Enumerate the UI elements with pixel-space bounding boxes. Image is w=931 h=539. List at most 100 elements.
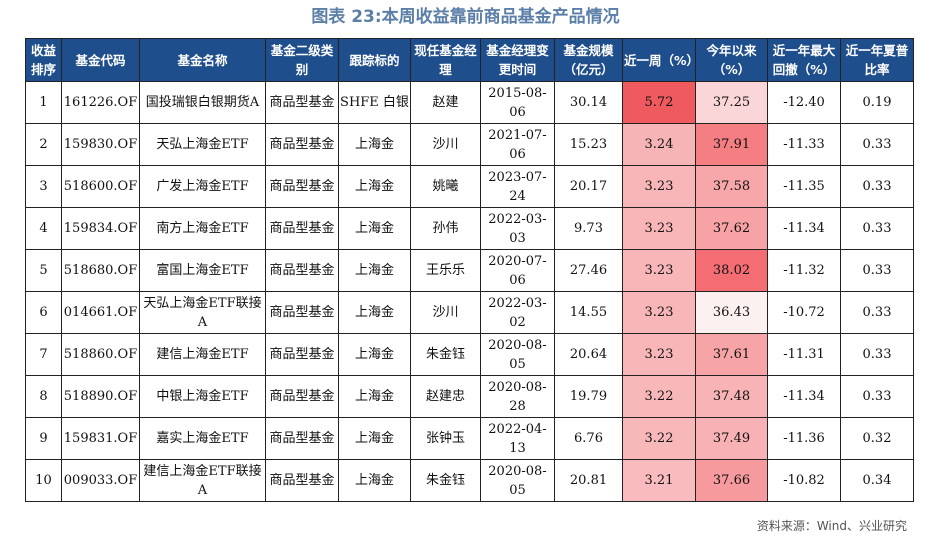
cell-code: 161226.OF: [61, 81, 140, 124]
cell-manager-change-date: 2022-03-03: [480, 207, 555, 250]
cell-rank: 10: [25, 459, 62, 502]
cell-week-return: 5.72: [622, 81, 696, 124]
cell-max-drawdown: -11.34: [767, 207, 841, 250]
cell-week-return: 3.23: [622, 165, 696, 208]
cell-max-drawdown: -11.32: [767, 249, 841, 292]
cell-manager: 朱金钰: [410, 333, 481, 376]
table-row: 7 518860.OF 建信上海金ETF 商品型基金 上海金 朱金钰 2020-08-05 2…: [25, 333, 914, 376]
cell-category: 商品型基金: [265, 333, 339, 376]
cell-sharpe: 0.33: [840, 123, 914, 166]
cell-manager-change-date: 2022-04-13: [480, 417, 555, 460]
cell-sharpe: 0.33: [840, 165, 914, 208]
header-sharpe: 近一年夏普比率: [840, 38, 914, 82]
cell-category: 商品型基金: [265, 375, 339, 418]
cell-code: 518890.OF: [61, 375, 140, 418]
header-code: 基金代码: [61, 38, 140, 82]
cell-sharpe: 0.33: [840, 375, 914, 418]
cell-category: 商品型基金: [265, 417, 339, 460]
cell-manager: 姚曦: [410, 165, 481, 208]
table-row: 2 159830.OF 天弘上海金ETF 商品型基金 上海金 沙川 2021-07-06 15…: [25, 123, 914, 166]
cell-name: 南方上海金ETF: [139, 207, 266, 250]
header-ytd-return: 今年以来（%）: [695, 38, 768, 82]
cell-ytd-return: 37.25: [695, 81, 768, 124]
cell-ytd-return: 36.43: [695, 291, 768, 334]
cell-code: 014661.OF: [61, 291, 140, 334]
cell-name: 中银上海金ETF: [139, 375, 266, 418]
cell-max-drawdown: -10.72: [767, 291, 841, 334]
fund-table: 收益排序 基金代码 基金名称 基金二级类别 跟踪标的 现任基金经理 基金经理变更…: [25, 38, 914, 502]
table-row: 1 161226.OF 国投瑞银白银期货A 商品型基金 SHFE 白银 赵建 2015-08…: [25, 81, 914, 124]
cell-rank: 8: [25, 375, 62, 418]
cell-sharpe: 0.19: [840, 81, 914, 124]
header-category: 基金二级类别: [265, 38, 339, 82]
cell-category: 商品型基金: [265, 249, 339, 292]
table-title: 图表 23:本周收益靠前商品基金产品情况: [311, 7, 620, 27]
cell-tracking: 上海金: [338, 207, 411, 250]
cell-tracking: 上海金: [338, 123, 411, 166]
cell-max-drawdown: -11.35: [767, 165, 841, 208]
cell-size: 20.81: [554, 459, 623, 502]
cell-name: 天弘上海金ETF联接A: [139, 291, 266, 334]
table-row: 8 518890.OF 中银上海金ETF 商品型基金 上海金 赵建忠 2020-08-28 1…: [25, 375, 914, 418]
cell-name: 富国上海金ETF: [139, 249, 266, 292]
cell-code: 518600.OF: [61, 165, 140, 208]
cell-max-drawdown: -11.36: [767, 417, 841, 460]
table-row: 5 518680.OF 富国上海金ETF 商品型基金 上海金 王乐乐 2020-07-06 2…: [25, 249, 914, 292]
cell-ytd-return: 37.48: [695, 375, 768, 418]
cell-manager-change-date: 2020-08-05: [480, 459, 555, 502]
cell-manager-change-date: 2021-07-06: [480, 123, 555, 166]
cell-ytd-return: 37.91: [695, 123, 768, 166]
header-week-return: 近一周（%）: [622, 38, 696, 82]
cell-week-return: 3.22: [622, 417, 696, 460]
cell-rank: 9: [25, 417, 62, 460]
table-row: 9 159831.OF 嘉实上海金ETF 商品型基金 上海金 张钟玉 2022-04-13 6…: [25, 417, 914, 460]
cell-name: 国投瑞银白银期货A: [139, 81, 266, 124]
cell-name: 建信上海金ETF: [139, 333, 266, 376]
cell-size: 9.73: [554, 207, 623, 250]
cell-category: 商品型基金: [265, 291, 339, 334]
cell-week-return: 3.21: [622, 459, 696, 502]
cell-size: 30.14: [554, 81, 623, 124]
table-row: 4 159834.OF 南方上海金ETF 商品型基金 上海金 孙伟 2022-03-03 9.…: [25, 207, 914, 250]
cell-category: 商品型基金: [265, 123, 339, 166]
header-max-drawdown: 近一年最大回撤（%）: [767, 38, 841, 82]
cell-max-drawdown: -12.40: [767, 81, 841, 124]
cell-manager: 王乐乐: [410, 249, 481, 292]
cell-size: 20.64: [554, 333, 623, 376]
cell-tracking: 上海金: [338, 165, 411, 208]
cell-ytd-return: 37.66: [695, 459, 768, 502]
cell-manager: 沙川: [410, 291, 481, 334]
cell-rank: 5: [25, 249, 62, 292]
cell-category: 商品型基金: [265, 459, 339, 502]
cell-tracking: SHFE 白银: [338, 81, 411, 124]
cell-max-drawdown: -11.33: [767, 123, 841, 166]
cell-ytd-return: 37.49: [695, 417, 768, 460]
cell-week-return: 3.24: [622, 123, 696, 166]
cell-week-return: 3.23: [622, 207, 696, 250]
table-row: 6 014661.OF 天弘上海金ETF联接A 商品型基金 上海金 沙川 2022-03-0…: [25, 291, 914, 334]
cell-name: 建信上海金ETF联接A: [139, 459, 266, 502]
cell-name: 天弘上海金ETF: [139, 123, 266, 166]
header-size: 基金规模（亿元）: [554, 38, 623, 82]
cell-rank: 7: [25, 333, 62, 376]
table-row: 3 518600.OF 广发上海金ETF 商品型基金 上海金 姚曦 2023-07-24 20…: [25, 165, 914, 208]
header-rank: 收益排序: [25, 38, 62, 82]
cell-size: 19.79: [554, 375, 623, 418]
cell-ytd-return: 37.58: [695, 165, 768, 208]
cell-manager: 朱金钰: [410, 459, 481, 502]
cell-week-return: 3.22: [622, 375, 696, 418]
cell-week-return: 3.23: [622, 249, 696, 292]
cell-sharpe: 0.33: [840, 249, 914, 292]
header-name: 基金名称: [139, 38, 266, 82]
cell-code: 159830.OF: [61, 123, 140, 166]
cell-sharpe: 0.33: [840, 291, 914, 334]
cell-category: 商品型基金: [265, 81, 339, 124]
cell-code: 518680.OF: [61, 249, 140, 292]
cell-tracking: 上海金: [338, 417, 411, 460]
cell-tracking: 上海金: [338, 459, 411, 502]
cell-rank: 6: [25, 291, 62, 334]
cell-tracking: 上海金: [338, 375, 411, 418]
cell-week-return: 3.23: [622, 291, 696, 334]
cell-size: 20.17: [554, 165, 623, 208]
source-note: 资料来源：Wind、兴业研究: [756, 519, 907, 533]
